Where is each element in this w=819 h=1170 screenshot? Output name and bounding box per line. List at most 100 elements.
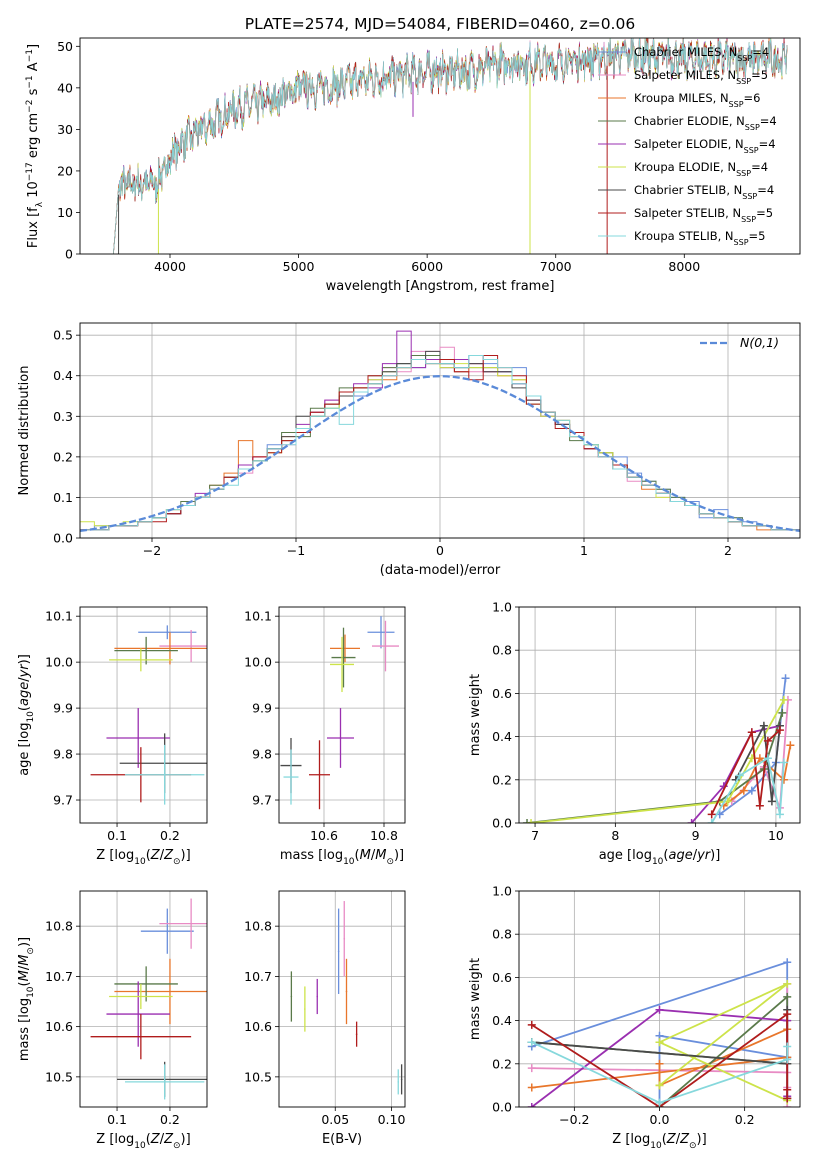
y-axis-label: mass weight <box>468 958 483 1040</box>
data-point-marker <box>527 819 536 823</box>
data-point-marker <box>707 810 716 819</box>
x-tick-label: 0.1 <box>107 828 127 843</box>
data-point-marker <box>655 1005 664 1014</box>
axes-age-vs-mass: 10.6 10.8 9.7 9.8 9.9 10.0 10.1 mass [log10(M/M… <box>244 606 406 867</box>
plot-area-spectrum <box>113 38 788 254</box>
histogram-series <box>80 355 800 538</box>
data-point-marker <box>783 1042 792 1051</box>
data-point <box>169 990 171 993</box>
data-point-marker <box>783 958 792 967</box>
legend: Chabrier MILES, NSSP=4 Salpeter MILES, NS… <box>598 45 777 247</box>
data-point <box>290 776 292 778</box>
axes-frame <box>79 37 801 255</box>
y-tick-label: 0.4 <box>53 368 73 383</box>
y-tick-label: 0.8 <box>492 643 512 658</box>
x-tick-label: 8000 <box>668 259 700 274</box>
data-point <box>140 1035 142 1038</box>
axes-frame <box>518 890 801 1108</box>
data-point <box>137 1013 140 1015</box>
data-point <box>341 663 343 666</box>
x-tick-label: −0.2 <box>559 1112 589 1127</box>
data-point-marker <box>783 1085 792 1094</box>
x-tick-label: 0.1 <box>107 1112 127 1127</box>
y-tick-label: 10.8 <box>244 919 272 934</box>
data-point <box>384 645 387 647</box>
x-tick-label: 1 <box>580 543 588 558</box>
data-point <box>380 631 382 634</box>
x-tick-label: 2 <box>724 543 732 558</box>
y-tick-label: 10 <box>57 205 73 220</box>
data-point-marker <box>655 1098 664 1107</box>
data-point-marker <box>527 1038 536 1047</box>
x-axis-label: Z [log10(Z/Z⊙)] <box>96 848 190 867</box>
data-point-marker <box>739 786 748 795</box>
plot-area-residuals <box>80 330 800 538</box>
data-point-marker <box>763 736 772 745</box>
x-tick-label: 10.6 <box>310 828 338 843</box>
y-tick-label: 0.1 <box>53 490 73 505</box>
y-axis-label: age [log10(age/yr)] <box>17 654 36 776</box>
x-tick-label: 6000 <box>411 259 443 274</box>
y-axis-label: mass [log10(M/M⊙)] <box>17 937 36 1061</box>
x-tick-label: 7 <box>531 828 539 843</box>
data-point-marker <box>523 819 532 823</box>
data-point <box>169 647 171 650</box>
spectrum-line <box>113 38 788 254</box>
axes-frame <box>278 606 406 824</box>
data-point <box>355 1033 358 1035</box>
axes-age-vs-Z: 0.1 0.2 9.7 9.8 9.9 10.0 10.1 Z [log10(Z/Z⊙)] ag… <box>17 606 208 867</box>
x-tick-label: 8 <box>611 828 619 843</box>
legend-label: Chabrier ELODIE, NSSP=4 <box>634 114 777 132</box>
y-tick-label: 1.0 <box>492 884 512 899</box>
x-tick-label: 0.2 <box>160 1112 180 1127</box>
legend-label: Kroupa ELODIE, NSSP=4 <box>634 160 768 178</box>
y-tick-label: 10.1 <box>244 609 272 624</box>
y-tick-label: 10.8 <box>45 919 73 934</box>
y-tick-label: 9.9 <box>252 701 272 716</box>
y-tick-label: 0.2 <box>492 1056 512 1071</box>
y-tick-label: 1.0 <box>492 600 512 615</box>
data-point-marker <box>655 1081 664 1090</box>
y-tick-label: 0.6 <box>492 970 512 985</box>
y-tick-label: 10.0 <box>244 655 272 670</box>
plot-area-mass-vs-Z <box>90 898 207 1100</box>
y-tick-label: 0.3 <box>53 409 73 424</box>
data-point <box>290 995 293 998</box>
data-point <box>397 1081 400 1083</box>
y-axis-label: Flux [fλ 10−17 erg cm−2 s−1 A−1] <box>25 44 45 248</box>
data-point-marker <box>747 786 756 795</box>
data-point-marker <box>778 708 787 717</box>
data-point <box>145 649 147 652</box>
y-axis-label: mass weight <box>468 674 483 756</box>
data-point <box>145 983 147 985</box>
x-tick-label: 9 <box>692 828 700 843</box>
y-tick-label: 10.7 <box>45 969 73 984</box>
legend: N(0,1) <box>700 335 779 350</box>
x-tick-label: 0 <box>436 543 444 558</box>
data-point-marker <box>763 754 772 763</box>
y-tick-label: 10.5 <box>244 1069 272 1084</box>
axes-frame <box>278 890 406 1108</box>
plot-area-age-vs-Z <box>90 625 207 805</box>
data-point <box>400 1078 403 1081</box>
y-tick-label: 0.4 <box>492 1013 512 1028</box>
data-point <box>166 631 169 634</box>
legend-label: Chabrier MILES, NSSP=4 <box>634 45 769 63</box>
data-point-marker <box>783 992 792 1001</box>
x-tick-label: 0.2 <box>735 1112 755 1127</box>
legend-label: Kroupa MILES, NSSP=6 <box>634 91 760 109</box>
y-tick-label: 10.0 <box>45 655 73 670</box>
data-point-marker <box>759 721 768 730</box>
x-axis-label: Z [log10(Z/Z⊙)] <box>96 1132 190 1151</box>
data-point <box>339 737 342 739</box>
y-tick-label: 20 <box>57 163 73 178</box>
x-axis-label: Z [log10(Z/Z⊙)] <box>612 1132 706 1151</box>
plot-layer: 4000 5000 6000 7000 800001020304050wavelengt… <box>17 37 801 1151</box>
x-tick-label: 10 <box>768 828 784 843</box>
data-point <box>337 950 340 953</box>
y-tick-label: 0.6 <box>492 686 512 701</box>
mass-weight-line <box>531 1041 789 1104</box>
plot-area-mass-weight-vs-Z <box>527 958 792 1107</box>
legend-label: N(0,1) <box>740 335 779 350</box>
